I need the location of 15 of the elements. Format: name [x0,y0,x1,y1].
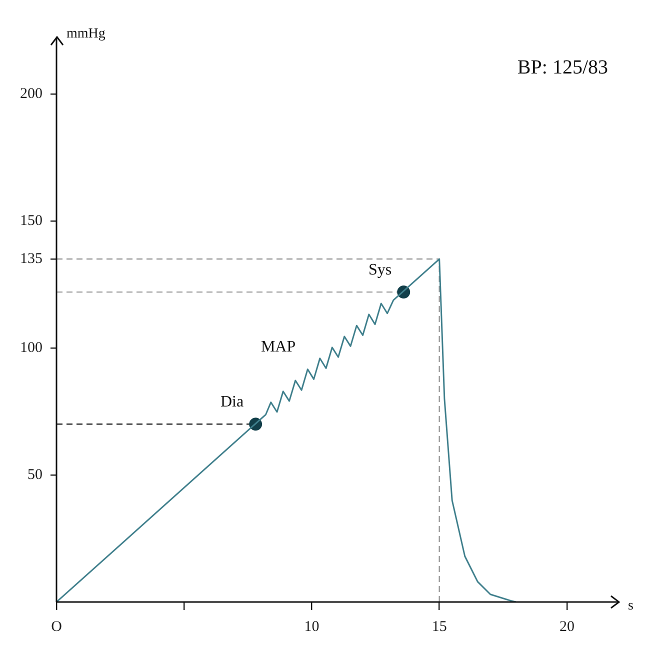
x-tick-label: 15 [432,618,447,635]
y-tick-label: 150 [20,212,42,229]
annotation: Dia [220,393,244,410]
annotation: BP: 125/83 [517,56,608,78]
x-axis-title: s [628,598,634,614]
annotation: MAP [260,338,296,356]
y-tick-label: 135 [20,250,42,267]
y-axis-title: mmHg [66,26,106,42]
x-tick-label: 20 [559,618,574,635]
y-tick-label: 200 [20,86,42,102]
annotation: Sys [368,261,392,278]
x-tick-label: 10 [304,618,320,635]
y-tick-label: 50 [28,466,42,483]
x-tick-label: O [51,618,62,635]
y-tick-label: 100 [20,340,42,356]
